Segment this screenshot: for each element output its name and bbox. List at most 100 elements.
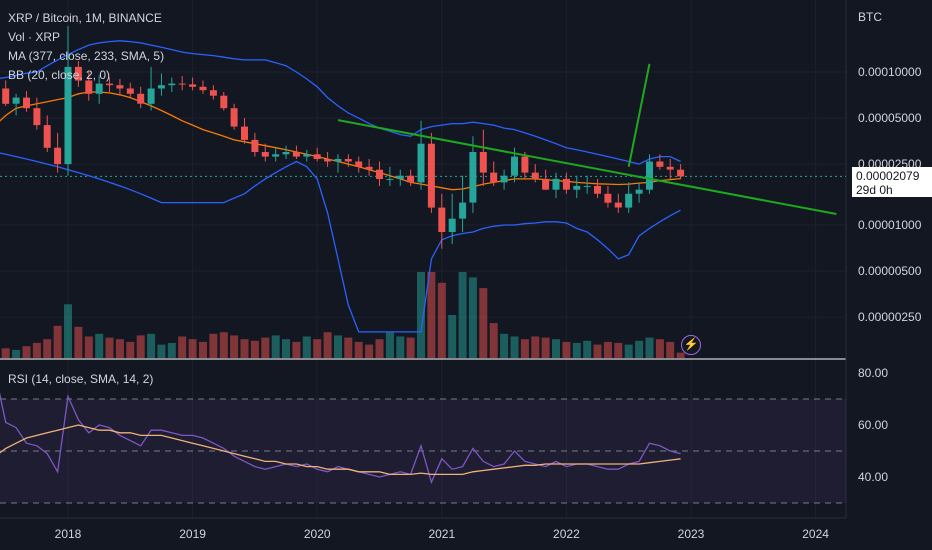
bb-upper-line: [0, 40, 681, 165]
volume-bar: [603, 341, 612, 358]
candle-body: [531, 172, 539, 179]
candle-body: [583, 185, 591, 187]
candle-body: [479, 152, 487, 173]
volume-bar: [562, 341, 571, 358]
candle-body: [448, 218, 456, 232]
candle-body: [376, 169, 383, 179]
symbol-title[interactable]: XRP / Bitcoin, 1M, BINANCE: [8, 11, 162, 25]
volume-bar: [147, 333, 156, 358]
price-tick-label: 0.00000250: [858, 310, 922, 324]
volume-bar: [53, 325, 62, 359]
candle-body: [324, 159, 332, 162]
candle-body: [106, 83, 113, 86]
time-tick-label: 2021: [428, 527, 455, 541]
rsi-tick-label: 80.00: [858, 366, 888, 380]
candle-body: [147, 88, 155, 104]
volume-bar: [261, 337, 270, 358]
volume-bar: [188, 339, 197, 358]
time-tick-label: 2023: [678, 527, 705, 541]
price-tick-label: 0.00005000: [858, 111, 922, 125]
volume-bar: [105, 337, 114, 358]
candle-body: [261, 152, 269, 157]
volume-bar: [334, 335, 342, 358]
ma-line: [0, 91, 681, 191]
volume-bar: [427, 272, 436, 358]
volume-bar: [541, 337, 550, 358]
candle-body: [43, 125, 51, 148]
price-axis-currency: BTC: [858, 10, 882, 24]
volume-bar: [199, 341, 207, 358]
candle-body: [2, 88, 10, 104]
drawn-trendlines[interactable]: [337, 63, 837, 215]
volume-bar: [12, 349, 21, 358]
candle-body: [656, 161, 664, 167]
current-price: 0.00002079: [856, 169, 920, 183]
candle-body: [666, 166, 674, 170]
volume-bar: [219, 332, 228, 358]
candle-body: [490, 172, 498, 183]
volume-bar: [593, 344, 602, 358]
time-tick-label: 2022: [553, 527, 580, 541]
volume-bar: [157, 344, 166, 358]
candle-body: [251, 139, 259, 152]
rsi-line: [0, 392, 681, 485]
candle-body: [552, 178, 560, 190]
volume-bar: [240, 339, 249, 358]
candle-body: [303, 154, 311, 157]
candle-body: [334, 159, 342, 162]
rsi-legend[interactable]: RSI (14, close, SMA, 14, 2): [8, 372, 154, 386]
candle-body: [178, 83, 186, 85]
candle-body: [126, 88, 134, 94]
volume-bar: [624, 344, 633, 358]
volume-bar: [520, 339, 529, 358]
volume-bar: [531, 336, 540, 358]
volume-bar: [250, 340, 259, 358]
volume-bar: [84, 336, 93, 358]
volume-bar: [282, 339, 290, 358]
candle-body: [562, 178, 570, 190]
time-tick-label: 2018: [55, 527, 82, 541]
volume-bar: [635, 340, 644, 358]
volume-bar: [510, 336, 519, 358]
ma-legend[interactable]: MA (377, close, 233, SMA, 5): [8, 49, 165, 63]
volume-bar: [572, 342, 581, 358]
current-price-tag: 0.00002079 29d 0h: [852, 167, 932, 197]
candle-body: [64, 66, 72, 165]
moving-average-line: [0, 91, 681, 191]
volume-bar: [209, 333, 218, 358]
candle-body: [220, 95, 228, 109]
candle-body: [417, 143, 425, 183]
candle-body: [344, 159, 352, 162]
candle-body: [521, 156, 529, 173]
volume-bar: [406, 337, 415, 358]
candle-body: [313, 154, 321, 159]
candle-body: [272, 154, 280, 157]
candle-body: [646, 161, 653, 190]
candle-body: [241, 126, 248, 140]
volume-bar: [375, 339, 384, 358]
rsi-tick-label: 40.00: [858, 470, 888, 484]
volume-bar: [64, 304, 72, 359]
volume-bar: [448, 315, 457, 358]
candle-body: [85, 80, 93, 94]
chart-legend: XRP / Bitcoin, 1M, BINANCE Vol · XRP MA …: [8, 9, 164, 85]
volume-bar: [552, 339, 560, 358]
candle-body: [199, 86, 207, 91]
candle-body: [511, 156, 518, 176]
time-tick-label: 2019: [179, 527, 206, 541]
candle-body: [604, 193, 612, 203]
lightning-icon[interactable]: ⚡: [681, 335, 701, 355]
candle-body: [427, 143, 435, 208]
volume-bar: [32, 342, 41, 358]
price-tick-label: 0.00000500: [858, 264, 922, 278]
volume-bar: [354, 341, 363, 358]
volume-legend[interactable]: Vol · XRP: [8, 30, 61, 44]
volume-bar: [167, 342, 176, 358]
bb-legend[interactable]: BB (20, close, 2, 0): [8, 68, 111, 82]
bollinger-bands: [0, 40, 681, 333]
volume-bar: [22, 346, 31, 358]
volume-bar: [666, 341, 675, 358]
bar-countdown: 29d 0h: [856, 183, 893, 197]
rsi-tick-label: 60.00: [858, 418, 888, 432]
